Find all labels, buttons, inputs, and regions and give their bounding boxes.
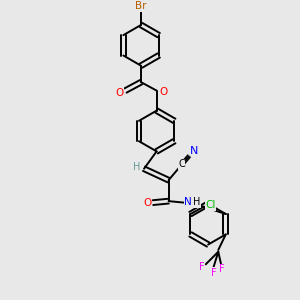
Text: F: F: [199, 262, 204, 272]
Text: O: O: [143, 198, 151, 208]
Text: C: C: [178, 159, 185, 169]
Text: N: N: [190, 146, 199, 156]
Text: O: O: [159, 87, 167, 97]
Text: Cl: Cl: [206, 200, 216, 210]
Text: Br: Br: [135, 2, 147, 11]
Text: H: H: [193, 197, 200, 207]
Text: F: F: [219, 264, 225, 274]
Text: F: F: [211, 268, 216, 278]
Text: N: N: [184, 197, 192, 207]
Text: H: H: [133, 162, 140, 172]
Text: O: O: [115, 88, 124, 98]
